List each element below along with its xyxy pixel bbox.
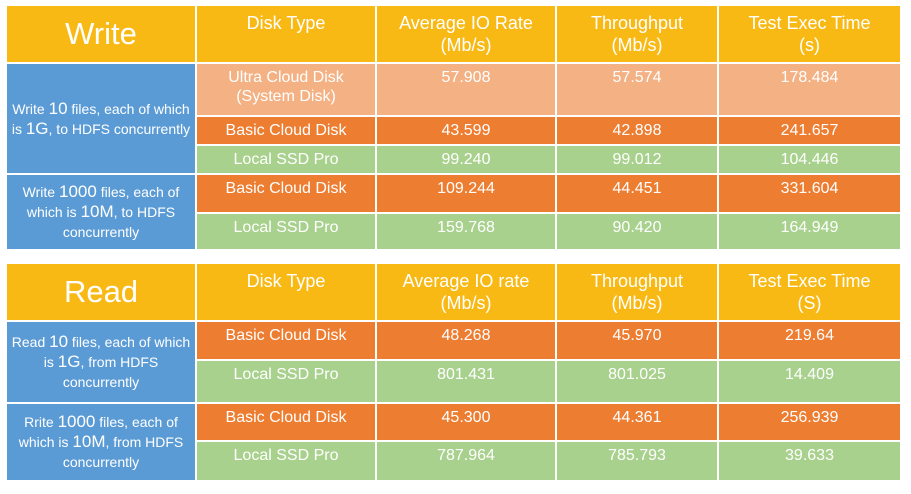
header-io-label: Average IO rate: [402, 271, 530, 291]
disk-type-cell: Local SSD Pro: [197, 214, 375, 249]
header-time-unit: (s): [799, 35, 820, 55]
write-results-table: Write Disk Type Average IO Rate (Mb/s) Th…: [5, 4, 902, 251]
table-row: Read 10 files, each of which is 1G, from…: [7, 322, 900, 402]
header-throughput-label: Throughput: [590, 13, 684, 33]
throughput-cell: 99.012: [557, 146, 717, 173]
table-row: Local SSD Pro 787.964 785.793 39.633: [7, 442, 900, 480]
header-average-io-rate: Average IO rate (Mb/s): [377, 264, 555, 320]
header-io-unit: (Mb/s): [440, 293, 492, 313]
header-test-exec-time: Test Exec Time (s): [719, 6, 900, 62]
exec-time-cell: 331.604: [719, 175, 900, 212]
throughput-cell: 57.574: [557, 64, 717, 115]
write-title: Write: [7, 6, 195, 62]
io-rate-cell: 57.908: [377, 64, 555, 115]
op-text: , to HDFS concurrently: [62, 204, 176, 240]
op-text: files, each of which is: [26, 184, 180, 220]
op-text: , to HDFS concurrently: [48, 120, 191, 137]
disk-type-cell: Local SSD Pro: [197, 361, 375, 402]
header-throughput: Throughput (Mb/s): [557, 264, 717, 320]
throughput-cell: 42.898: [557, 117, 717, 144]
exec-time-cell: 104.446: [719, 146, 900, 173]
throughput-cell: 45.970: [557, 322, 717, 359]
header-time-unit: (S): [797, 293, 822, 313]
throughput-cell: 90.420: [557, 214, 717, 249]
operation-label: Write 10 files, each of which is 1G, to …: [7, 64, 195, 173]
op-count: 10: [49, 332, 69, 351]
op-text: Read: [11, 334, 50, 350]
throughput-cell: 801.025: [557, 361, 717, 402]
header-disk-type: Disk Type: [197, 6, 375, 62]
header-throughput: Throughput (Mb/s): [557, 6, 717, 62]
exec-time-cell: 14.409: [719, 361, 900, 402]
op-size: 1G: [25, 118, 49, 138]
read-header-row: Read Disk Type Average IO rate (Mb/s) Thr…: [7, 264, 900, 320]
disk-type-cell: Local SSD Pro: [197, 442, 375, 480]
table-row: Local SSD Pro 99.240 99.012 104.446: [7, 146, 900, 173]
header-throughput-label: Throughput: [590, 271, 684, 291]
table-row: Local SSD Pro 159.768 90.420 164.949: [7, 214, 900, 249]
disk-type-cell: Basic Cloud Disk: [197, 322, 375, 359]
op-text: Rrite: [24, 414, 58, 430]
header-disk-type: Disk Type: [197, 264, 375, 320]
disk-type-cell: Basic Cloud Disk: [197, 175, 375, 212]
op-text: Write: [12, 100, 49, 117]
disk-type-cell: Ultra Cloud Disk (System Disk): [197, 64, 375, 115]
io-rate-cell: 45.300: [377, 404, 555, 440]
exec-time-cell: 39.633: [719, 442, 900, 480]
disk-type-cell: Local SSD Pro: [197, 146, 375, 173]
exec-time-cell: 164.949: [719, 214, 900, 249]
throughput-cell: 44.361: [557, 404, 717, 440]
exec-time-cell: 241.657: [719, 117, 900, 144]
exec-time-cell: 219.64: [719, 322, 900, 359]
header-throughput-unit: (Mb/s): [611, 293, 663, 313]
table-row: Basic Cloud Disk 43.599 42.898 241.657: [7, 117, 900, 144]
op-text: , from HDFS concurrently: [62, 434, 184, 470]
exec-time-cell: 178.484: [719, 64, 900, 115]
op-count: 1000: [57, 412, 96, 431]
op-count: 1000: [58, 182, 97, 201]
table-row: Write 1000 files, each of which is 10M, …: [7, 175, 900, 249]
table-row: Write 10 files, each of which is 1G, to …: [7, 64, 900, 173]
read-title: Read: [7, 264, 195, 320]
header-average-io-rate: Average IO Rate (Mb/s): [377, 6, 555, 62]
write-header-row: Write Disk Type Average IO Rate (Mb/s) Th…: [7, 6, 900, 62]
throughput-cell: 785.793: [557, 442, 717, 480]
io-rate-cell: 787.964: [377, 442, 555, 480]
op-text: Write: [22, 184, 59, 200]
read-results-table: Read Disk Type Average IO rate (Mb/s) Thr…: [5, 262, 902, 482]
table-row: Local SSD Pro 801.431 801.025 14.409: [7, 361, 900, 402]
exec-time-cell: 256.939: [719, 404, 900, 440]
io-rate-cell: 159.768: [377, 214, 555, 249]
disk-type-cell: Basic Cloud Disk: [197, 404, 375, 440]
header-test-exec-time: Test Exec Time (S): [719, 264, 900, 320]
op-size: 10M: [72, 432, 106, 451]
header-io-label: Average IO Rate: [399, 13, 533, 33]
op-size: 1G: [57, 352, 81, 371]
io-rate-cell: 43.599: [377, 117, 555, 144]
operation-label: Read 10 files, each of which is 1G, from…: [7, 322, 195, 402]
op-size: 10M: [80, 202, 114, 221]
header-throughput-unit: (Mb/s): [611, 35, 663, 55]
throughput-cell: 44.451: [557, 175, 717, 212]
op-text: files, each of which is: [11, 100, 190, 137]
operation-label: Rrite 1000 files, each of which is 10M, …: [7, 404, 195, 480]
operation-label: Write 1000 files, each of which is 10M, …: [7, 175, 195, 249]
io-rate-cell: 801.431: [377, 361, 555, 402]
io-rate-cell: 109.244: [377, 175, 555, 212]
disk-type-cell: Basic Cloud Disk: [197, 117, 375, 144]
table-row: Rrite 1000 files, each of which is 10M, …: [7, 404, 900, 480]
op-text: files, each of which is: [43, 334, 191, 370]
io-rate-cell: 48.268: [377, 322, 555, 359]
op-count: 10: [48, 98, 68, 118]
io-rate-cell: 99.240: [377, 146, 555, 173]
op-text: , from HDFS concurrently: [62, 354, 159, 390]
op-text: files, each of which is: [18, 414, 178, 450]
header-time-label: Test Exec Time: [748, 13, 871, 33]
header-io-unit: (Mb/s): [440, 35, 492, 55]
header-time-label: Test Exec Time: [748, 271, 871, 291]
